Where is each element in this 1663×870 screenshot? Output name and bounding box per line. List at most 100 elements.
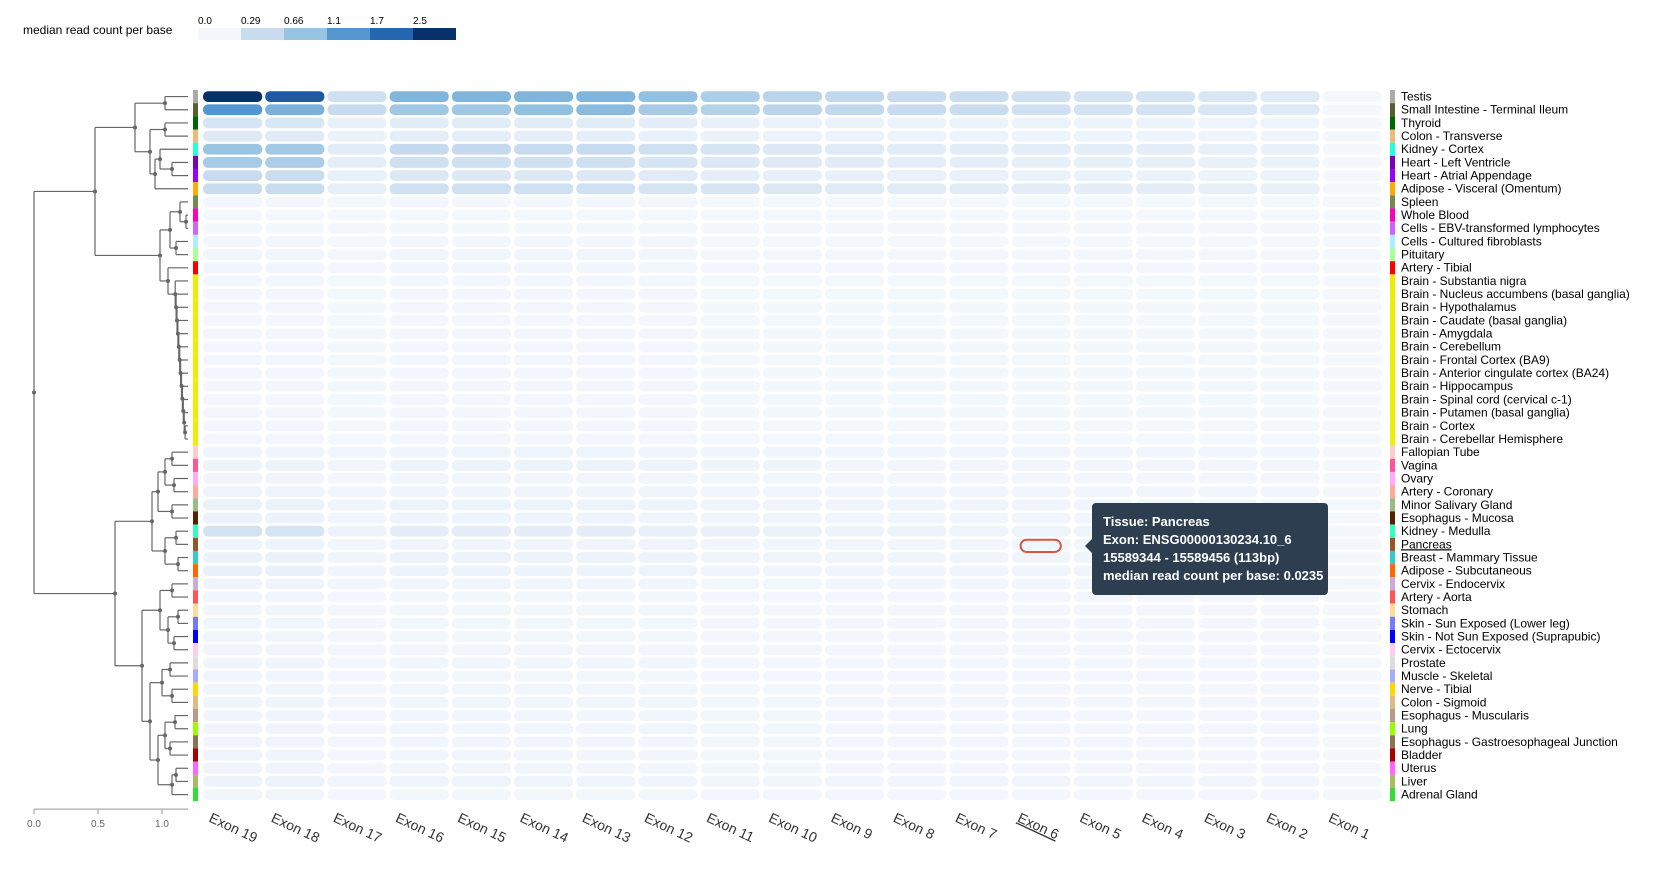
- heatmap-cell[interactable]: [389, 380, 449, 392]
- heatmap-cell[interactable]: [1322, 499, 1382, 511]
- heatmap-cell[interactable]: [1198, 209, 1258, 221]
- heatmap-cell[interactable]: [389, 433, 449, 445]
- heatmap-cell[interactable]: [762, 697, 822, 708]
- heatmap-cell[interactable]: [1322, 275, 1382, 287]
- heatmap-cell[interactable]: [1322, 552, 1382, 563]
- heatmap-cell[interactable]: [700, 380, 760, 392]
- heatmap-cell[interactable]: [1198, 644, 1258, 656]
- heatmap-cell[interactable]: [638, 749, 698, 761]
- heatmap-cell[interactable]: [1198, 762, 1258, 774]
- heatmap-cell[interactable]: [1260, 262, 1320, 274]
- tissue-label[interactable]: Adrenal Gland: [1401, 788, 1478, 802]
- heatmap-cell[interactable]: [1011, 657, 1071, 669]
- heatmap-cell[interactable]: [1198, 473, 1258, 484]
- heatmap-cell[interactable]: [1322, 459, 1382, 471]
- heatmap-cell[interactable]: [1011, 525, 1071, 537]
- heatmap-cell[interactable]: [514, 315, 574, 326]
- tissue-label[interactable]: Liver: [1401, 774, 1427, 788]
- heatmap-cell[interactable]: [1136, 117, 1196, 129]
- tissue-label[interactable]: Brain - Amygdala: [1401, 327, 1493, 341]
- heatmap-cell[interactable]: [638, 130, 698, 142]
- heatmap-cell[interactable]: [1073, 301, 1133, 313]
- heatmap-cell[interactable]: [203, 183, 263, 195]
- heatmap-cell[interactable]: [514, 157, 574, 168]
- heatmap-cell[interactable]: [887, 710, 947, 721]
- heatmap-cell[interactable]: [327, 473, 387, 484]
- heatmap-cell[interactable]: [1260, 315, 1320, 326]
- heatmap-cell[interactable]: [451, 341, 511, 353]
- heatmap-cell[interactable]: [949, 407, 1009, 419]
- heatmap-cell[interactable]: [700, 512, 760, 524]
- heatmap-cell[interactable]: [203, 473, 263, 484]
- heatmap-cell[interactable]: [1322, 104, 1382, 116]
- tissue-label[interactable]: Breast - Mammary Tissue: [1401, 550, 1538, 564]
- heatmap-cell[interactable]: [203, 446, 263, 458]
- heatmap-cell[interactable]: [1322, 196, 1382, 208]
- heatmap-cell[interactable]: [514, 657, 574, 669]
- heatmap-cell[interactable]: [389, 91, 449, 102]
- heatmap-cell[interactable]: [762, 236, 822, 247]
- heatmap-cell[interactable]: [389, 631, 449, 642]
- heatmap-cell[interactable]: [1260, 683, 1320, 695]
- heatmap-cell[interactable]: [389, 341, 449, 353]
- heatmap-cell[interactable]: [887, 736, 947, 748]
- heatmap-cell[interactable]: [203, 301, 263, 313]
- heatmap-cell[interactable]: [1198, 459, 1258, 471]
- tissue-label[interactable]: Colon - Transverse: [1401, 129, 1503, 143]
- heatmap-cell[interactable]: [265, 657, 325, 669]
- heatmap-cell[interactable]: [203, 762, 263, 774]
- heatmap-cell[interactable]: [576, 341, 636, 353]
- heatmap-cell[interactable]: [762, 710, 822, 721]
- heatmap-cell[interactable]: [1073, 473, 1133, 484]
- heatmap-cell[interactable]: [389, 538, 449, 550]
- heatmap-cell[interactable]: [825, 749, 885, 761]
- heatmap-cell[interactable]: [1011, 222, 1071, 234]
- heatmap-cell[interactable]: [327, 762, 387, 774]
- tissue-label[interactable]: Brain - Hippocampus: [1401, 379, 1513, 393]
- heatmap-cell[interactable]: [1011, 552, 1071, 563]
- heatmap-cell[interactable]: [762, 473, 822, 484]
- exon-label[interactable]: Exon 5: [1078, 809, 1124, 842]
- heatmap-cell[interactable]: [514, 670, 574, 682]
- heatmap-cell[interactable]: [762, 157, 822, 168]
- heatmap-cell[interactable]: [887, 525, 947, 537]
- heatmap-cell[interactable]: [1198, 117, 1258, 129]
- heatmap-cell[interactable]: [1073, 262, 1133, 274]
- heatmap-cell[interactable]: [1136, 420, 1196, 432]
- heatmap-cell[interactable]: [638, 604, 698, 616]
- heatmap-cell[interactable]: [327, 486, 387, 498]
- heatmap-cell[interactable]: [451, 275, 511, 287]
- heatmap-cell[interactable]: [514, 697, 574, 708]
- heatmap-cell[interactable]: [203, 789, 263, 800]
- heatmap-cell[interactable]: [638, 473, 698, 484]
- heatmap-cell[interactable]: [203, 170, 263, 181]
- heatmap-cell[interactable]: [1198, 789, 1258, 800]
- heatmap-cell[interactable]: [451, 776, 511, 787]
- heatmap-cell[interactable]: [265, 367, 325, 379]
- heatmap-cell[interactable]: [327, 275, 387, 287]
- heatmap-cell[interactable]: [389, 170, 449, 181]
- heatmap-cell[interactable]: [451, 117, 511, 129]
- heatmap-cell[interactable]: [451, 644, 511, 656]
- heatmap-cell[interactable]: [1011, 749, 1071, 761]
- heatmap-cell[interactable]: [638, 486, 698, 498]
- heatmap-cell[interactable]: [762, 749, 822, 761]
- heatmap-cell[interactable]: [949, 209, 1009, 221]
- heatmap-cell[interactable]: [451, 683, 511, 695]
- heatmap-cell[interactable]: [825, 459, 885, 471]
- heatmap-cell[interactable]: [700, 657, 760, 669]
- heatmap-cell[interactable]: [389, 762, 449, 774]
- heatmap-cell[interactable]: [887, 209, 947, 221]
- heatmap-cell[interactable]: [1011, 762, 1071, 774]
- heatmap-cell[interactable]: [451, 380, 511, 392]
- heatmap-cell[interactable]: [576, 657, 636, 669]
- heatmap-cell[interactable]: [203, 104, 263, 116]
- heatmap-cell[interactable]: [576, 196, 636, 208]
- tissue-label[interactable]: Skin - Sun Exposed (Lower leg): [1401, 616, 1570, 630]
- heatmap-cell[interactable]: [327, 407, 387, 419]
- heatmap-cell[interactable]: [203, 631, 263, 642]
- heatmap-cell[interactable]: [825, 275, 885, 287]
- heatmap-cell[interactable]: [700, 578, 760, 590]
- heatmap-cell[interactable]: [265, 433, 325, 445]
- heatmap-cell[interactable]: [514, 91, 574, 102]
